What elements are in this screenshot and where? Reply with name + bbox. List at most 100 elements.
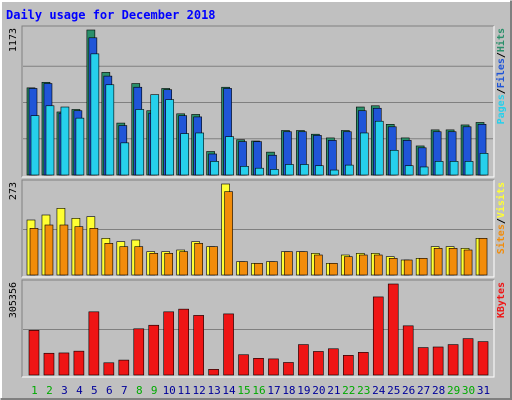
- bar-sites: [149, 253, 159, 276]
- bar-sites: [239, 261, 248, 276]
- bar-pages: [404, 165, 414, 176]
- bar-kbytes: [357, 352, 369, 376]
- legend-entry-kbytes: KBytes: [496, 282, 507, 318]
- bar-pages: [359, 132, 369, 176]
- bar-pages: [330, 169, 339, 176]
- x-tick-label: 6: [106, 384, 113, 397]
- bar-pages: [434, 161, 444, 176]
- series-legend: Sites/Visits: [495, 182, 507, 254]
- panel-background: [22, 180, 494, 277]
- x-tick-label: 11: [178, 384, 191, 397]
- x-tick-label: 9: [151, 384, 158, 397]
- panel-kbytes: 305356 KBytes: [8, 279, 507, 378]
- panel-frame-light: [22, 280, 495, 378]
- legend-separator: /: [496, 52, 507, 58]
- panel-frame-dark: [21, 279, 494, 377]
- bar-kbytes: [432, 346, 444, 376]
- legend-entry-sites: Sites: [495, 224, 507, 254]
- bar-sites: [119, 246, 129, 276]
- legend-entry-hits: Hits: [495, 28, 507, 52]
- bar-kbytes: [43, 352, 55, 376]
- bar-sites: [194, 243, 203, 276]
- panels-group: 1173Pages/Files/Hits273Sites/Visits30535…: [8, 25, 507, 378]
- x-tick-label: 3: [61, 384, 68, 397]
- bar-kbytes: [58, 352, 70, 376]
- legend-entry-visits: Visits: [495, 182, 507, 218]
- bar-kbytes: [103, 362, 115, 376]
- bar-pages: [225, 136, 234, 176]
- bar-sites: [104, 243, 114, 276]
- x-tick-label: 17: [267, 384, 280, 397]
- bar-sites: [403, 259, 413, 276]
- bar-pages: [135, 109, 145, 176]
- bar-sites: [44, 224, 54, 276]
- bar-kbytes: [447, 344, 459, 376]
- x-tick-label: 28: [432, 384, 445, 397]
- x-tick-label: 21: [327, 384, 340, 397]
- bar-pages: [195, 132, 204, 176]
- x-tick-label: 13: [207, 384, 220, 397]
- legend-separator: /: [496, 88, 507, 94]
- x-tick-label: 2: [46, 384, 53, 397]
- bar-pages: [90, 53, 100, 176]
- bar-sites: [433, 248, 443, 276]
- bar-kbytes: [387, 283, 399, 376]
- chart-title: Daily usage for December 2018: [6, 8, 216, 22]
- bar-sites: [314, 254, 323, 276]
- bar-kbytes: [118, 359, 130, 376]
- bar-sites: [164, 253, 174, 276]
- bar-pages: [419, 166, 429, 176]
- bar-pages: [345, 164, 354, 176]
- bar-kbytes: [223, 313, 234, 376]
- bar-pages: [150, 94, 160, 176]
- bar-pages: [270, 169, 279, 176]
- bar-sites: [269, 261, 278, 276]
- x-tick-label: 7: [121, 384, 128, 397]
- bar-sites: [134, 246, 144, 276]
- bar-kbytes: [462, 338, 474, 376]
- bar-pages: [464, 161, 474, 176]
- x-tick-label: 19: [297, 384, 310, 397]
- bar-kbytes: [148, 324, 160, 376]
- bar-pages: [45, 105, 55, 176]
- bar-sites: [329, 263, 338, 276]
- panel-frame-dark: [21, 25, 494, 177]
- bar-sites: [448, 248, 458, 276]
- x-tick-label: 4: [76, 384, 83, 397]
- bar-kbytes: [372, 296, 384, 376]
- x-tick-label: 1: [31, 384, 38, 397]
- x-tick-label: 18: [282, 384, 295, 397]
- bar-kbytes: [402, 325, 414, 376]
- y-max-label: 1173: [8, 28, 19, 52]
- bar-sites: [344, 256, 353, 276]
- bar-pages: [165, 99, 175, 176]
- bar-pages: [300, 164, 309, 176]
- bar-pages: [389, 149, 399, 176]
- bar-sites: [209, 246, 218, 276]
- bar-kbytes: [268, 358, 279, 376]
- bar-sites: [284, 251, 293, 276]
- panel-frame-light: [22, 180, 495, 278]
- bar-kbytes: [193, 315, 204, 376]
- x-tick-label: 30: [462, 384, 475, 397]
- x-tick-label: 29: [447, 384, 460, 397]
- bar-sites: [373, 254, 383, 276]
- bar-kbytes: [208, 369, 219, 376]
- x-tick-label: 5: [91, 384, 98, 397]
- bar-sites: [74, 226, 84, 276]
- bar-pages: [479, 153, 489, 176]
- bar-kbytes: [133, 328, 145, 376]
- bar-pages: [255, 167, 264, 176]
- bar-kbytes: [88, 311, 100, 376]
- bar-kbytes: [328, 348, 339, 376]
- bar-kbytes: [28, 329, 40, 376]
- x-tick-label: 16: [252, 384, 265, 397]
- x-tick-label: 8: [136, 384, 143, 397]
- panel-visits_sites: 273 Sites/Visits: [8, 179, 507, 278]
- bar-kbytes: [298, 344, 309, 376]
- x-tick-label: 15: [237, 384, 250, 397]
- bar-sites: [299, 251, 308, 276]
